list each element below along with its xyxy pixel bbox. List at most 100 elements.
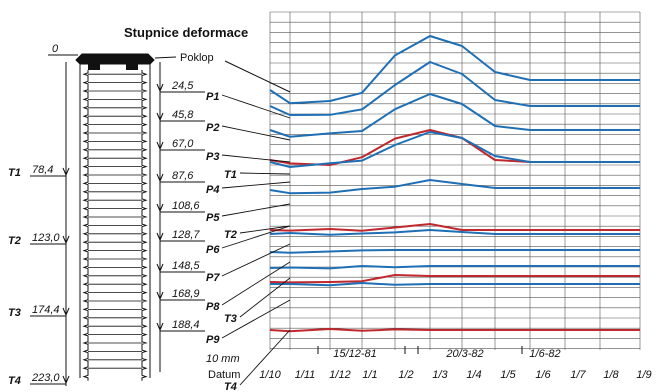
right-depth-label: 148,5 <box>172 260 200 272</box>
right-depth-label: 45,8 <box>172 109 194 121</box>
right-depth-label: 188,4 <box>172 319 200 331</box>
date-marker-label: 15/12-81 <box>333 348 376 360</box>
right-depth-arrow <box>156 203 164 213</box>
series-line-t1 <box>269 129 640 166</box>
sensor-leader <box>221 243 291 277</box>
x-tick-label: 1/3 <box>432 369 448 381</box>
left-depth-label: 174,4 <box>32 304 60 316</box>
series-line-p1 <box>269 35 640 105</box>
sensor-leader <box>221 261 291 306</box>
sensor-label: P3 <box>206 151 219 163</box>
sensor-label: P6 <box>206 244 220 256</box>
sensor-leader <box>221 94 291 119</box>
sensor-label: T2 <box>224 229 237 241</box>
sensor-leader <box>239 225 291 234</box>
sensor-label: P5 <box>206 212 220 224</box>
datum-label: Datum <box>208 369 240 381</box>
right-depth-ruler: 24,5 45,8 67,0 87,6 108,6 128,7 148,5 168,9 188,… <box>156 62 205 372</box>
sensor-leader <box>239 172 291 175</box>
right-depth-arrow <box>156 173 164 183</box>
poklop-leader-b <box>224 60 291 93</box>
x-tick-label: 1/1 <box>362 369 377 381</box>
sensor-leader <box>221 225 291 249</box>
date-marker-label: 20/3-82 <box>445 348 483 360</box>
x-tick-label: 1/6 <box>535 369 551 381</box>
sensor-leader <box>239 329 291 386</box>
x-tick-label: 1/7 <box>570 369 586 381</box>
left-depth-label: 123,0 <box>32 232 60 244</box>
series-line-t2 <box>269 223 640 232</box>
x-tick-label: 1/10 <box>259 369 281 381</box>
sensor-leader <box>221 203 291 217</box>
sensor-label: P1 <box>206 91 219 103</box>
left-depth-label: 223,0 <box>31 372 60 384</box>
sensor-label: P9 <box>206 334 220 346</box>
series-line-p3 <box>269 93 640 138</box>
right-depth-arrow <box>156 112 164 122</box>
x-tick-label: 1/12 <box>329 369 350 381</box>
corrugation-rings <box>88 73 142 369</box>
sensor-label: T1 <box>224 169 237 181</box>
sensor-leader <box>221 299 291 339</box>
series-line-p4 <box>269 131 640 168</box>
series-line-p8 <box>269 265 640 270</box>
right-depth-arrow <box>156 232 164 242</box>
date-markers: 15/12-81 20/3-82 1/6-82 <box>317 346 561 360</box>
left-depth-arrow <box>62 307 70 317</box>
x-tick-label: 1/11 <box>295 369 316 381</box>
sensor-label: P8 <box>206 301 220 313</box>
right-depth-arrow <box>156 291 164 301</box>
sensor-label: P7 <box>206 272 220 284</box>
borehole-column <box>75 53 155 381</box>
date-marker-label: 1/6-82 <box>529 348 560 360</box>
x-axis-ticks: 1/10 1/11 1/12 1/1 1/2 1/3 1/4 1/5 1/6 1/7 1/8 1/9 <box>259 369 651 381</box>
left-depth-arrow <box>62 375 70 385</box>
left-depth-arrow <box>62 235 70 245</box>
corrugation-left <box>82 70 89 381</box>
x-tick-label: 1/8 <box>603 369 619 381</box>
diagram-title: Stupnice deformace <box>124 25 248 40</box>
left-depth-label: 78,4 <box>32 164 53 176</box>
series-line-t3 <box>269 274 640 284</box>
right-depth-arrow <box>156 141 164 151</box>
right-depth-label: 128,7 <box>172 229 200 241</box>
right-depth-arrow <box>156 322 164 332</box>
sensor-labels: P1 P2 P3 T1 P4 P5 T2 P6 P7 P8 T3 P9 T4 <box>206 91 291 392</box>
series-line-p7 <box>269 249 640 254</box>
left-depth-code: T3 <box>8 307 21 319</box>
left-depth-ruler: 78,4 T1 123,0 T2 174,4 T3 223,0 T4 <box>8 62 70 387</box>
series-lines <box>269 35 640 333</box>
right-depth-label: 108,6 <box>172 200 200 212</box>
x-tick-label: 1/4 <box>466 369 481 381</box>
series-line-p2 <box>269 61 640 116</box>
right-depth-label: 67,0 <box>172 138 194 150</box>
left-depth-arrow <box>62 167 70 177</box>
scale-label: 10 mm <box>206 353 240 365</box>
sensor-leader <box>239 277 291 318</box>
x-tick-label: 1/9 <box>636 369 651 381</box>
right-depth-label: 87,6 <box>172 170 194 182</box>
chart-grid <box>269 11 641 350</box>
manhole-cover <box>75 53 155 65</box>
sensor-leader <box>221 125 291 141</box>
cover-stem-left <box>88 64 100 70</box>
left-depth-code: T1 <box>8 167 21 179</box>
left-depth-code: T2 <box>8 235 21 247</box>
series-line-t4 <box>269 328 640 333</box>
corrugation-right <box>141 70 148 381</box>
right-depth-arrow <box>156 83 164 93</box>
left-depth-code: T4 <box>8 375 21 387</box>
series-line-p9 <box>270 282 640 287</box>
x-tick-label: 1/5 <box>500 369 516 381</box>
right-depth-label: 24,5 <box>171 80 194 92</box>
poklop-leader-a <box>154 56 177 59</box>
sensor-label: P4 <box>206 184 219 196</box>
series-line-p5 <box>269 179 640 195</box>
right-depth-label: 168,9 <box>172 288 200 300</box>
sensor-label: T4 <box>224 381 237 392</box>
sensor-leader <box>221 181 291 189</box>
poklop-label: Poklop <box>180 52 214 64</box>
cover-stem-right <box>126 64 138 70</box>
sensor-label: P2 <box>206 122 219 134</box>
